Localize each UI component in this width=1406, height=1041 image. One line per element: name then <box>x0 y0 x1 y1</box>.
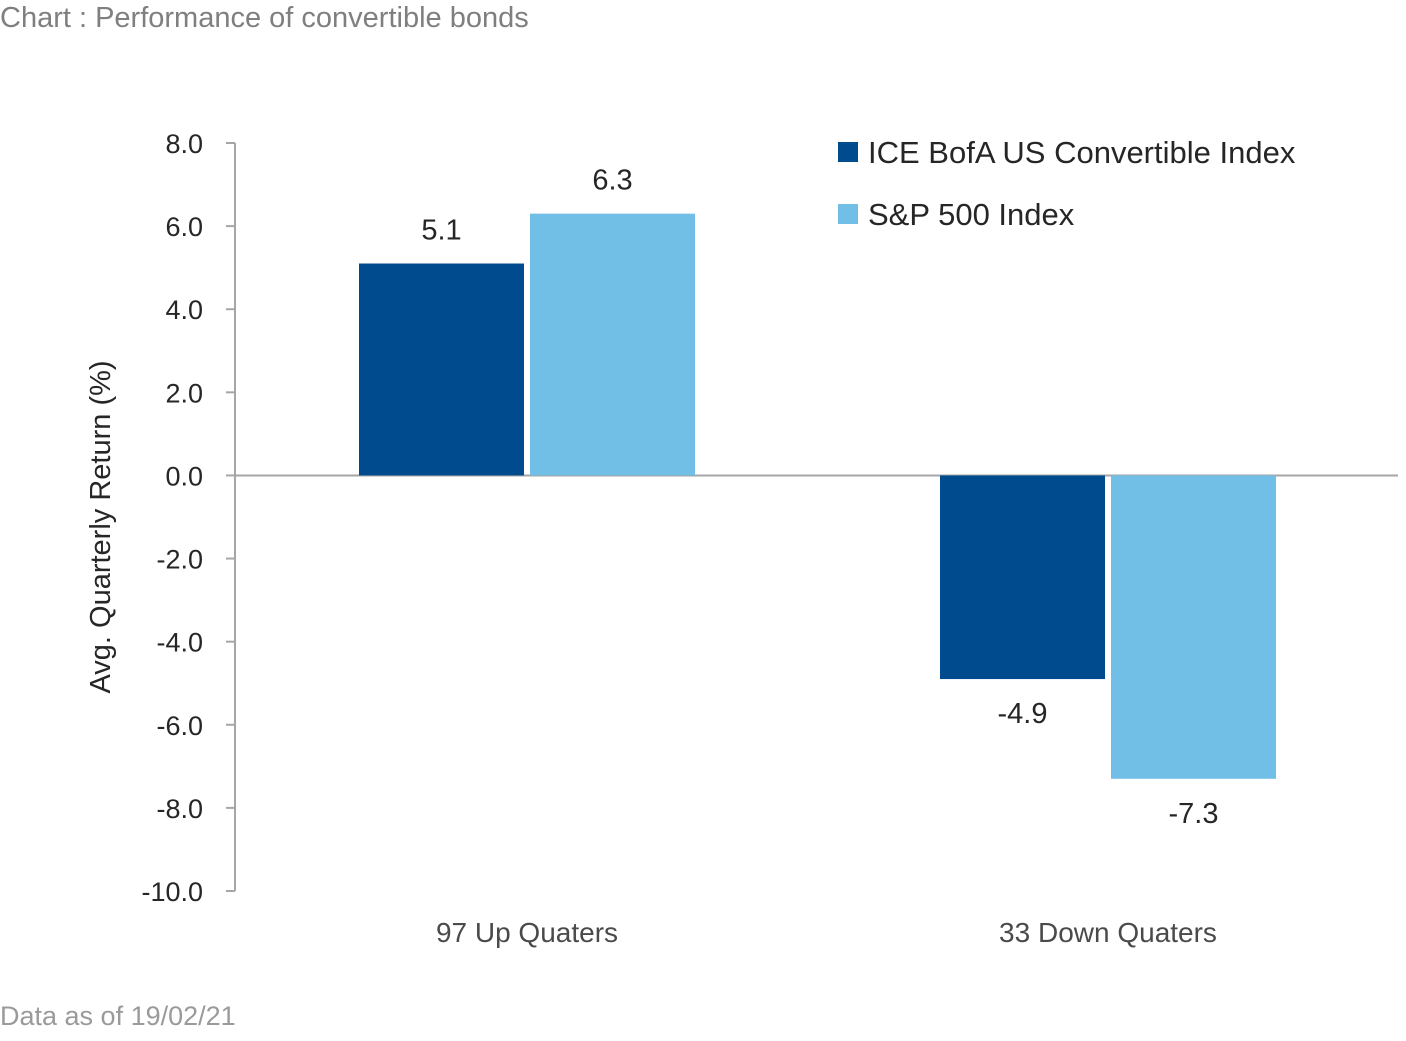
y-tick-label: -2.0 <box>156 545 203 575</box>
legend-swatch <box>838 204 858 224</box>
legend-label: S&P 500 Index <box>868 197 1075 232</box>
bar <box>359 263 524 476</box>
y-axis-title: Avg. Quarterly Return (%) <box>85 360 117 693</box>
x-category-label: 33 Down Quaters <box>999 917 1217 948</box>
bar <box>530 213 695 476</box>
x-category-label: 97 Up Quaters <box>436 917 618 948</box>
bar <box>1111 475 1276 779</box>
data-label: 6.3 <box>592 165 632 197</box>
y-tick-label: -8.0 <box>156 794 203 824</box>
y-tick-label: 0.0 <box>165 461 203 491</box>
data-date-note: Data as of 19/02/21 <box>0 1001 236 1031</box>
data-label: -7.3 <box>1169 798 1219 830</box>
bar <box>940 475 1105 680</box>
y-tick-label: 8.0 <box>165 129 203 159</box>
y-tick-label: 2.0 <box>165 378 203 408</box>
y-tick-label: 6.0 <box>165 212 203 242</box>
y-tick-label: -10.0 <box>141 877 203 907</box>
legend-swatch <box>838 142 858 162</box>
y-tick-label: 4.0 <box>165 295 203 325</box>
y-tick-label: -4.0 <box>156 628 203 658</box>
data-label: 5.1 <box>421 215 461 247</box>
legend-label: ICE BofA US Convertible Index <box>868 135 1296 170</box>
chart-title: Chart : Performance of convertible bonds <box>0 2 529 34</box>
y-tick-label: -6.0 <box>156 711 203 741</box>
data-label: -4.9 <box>998 698 1048 730</box>
